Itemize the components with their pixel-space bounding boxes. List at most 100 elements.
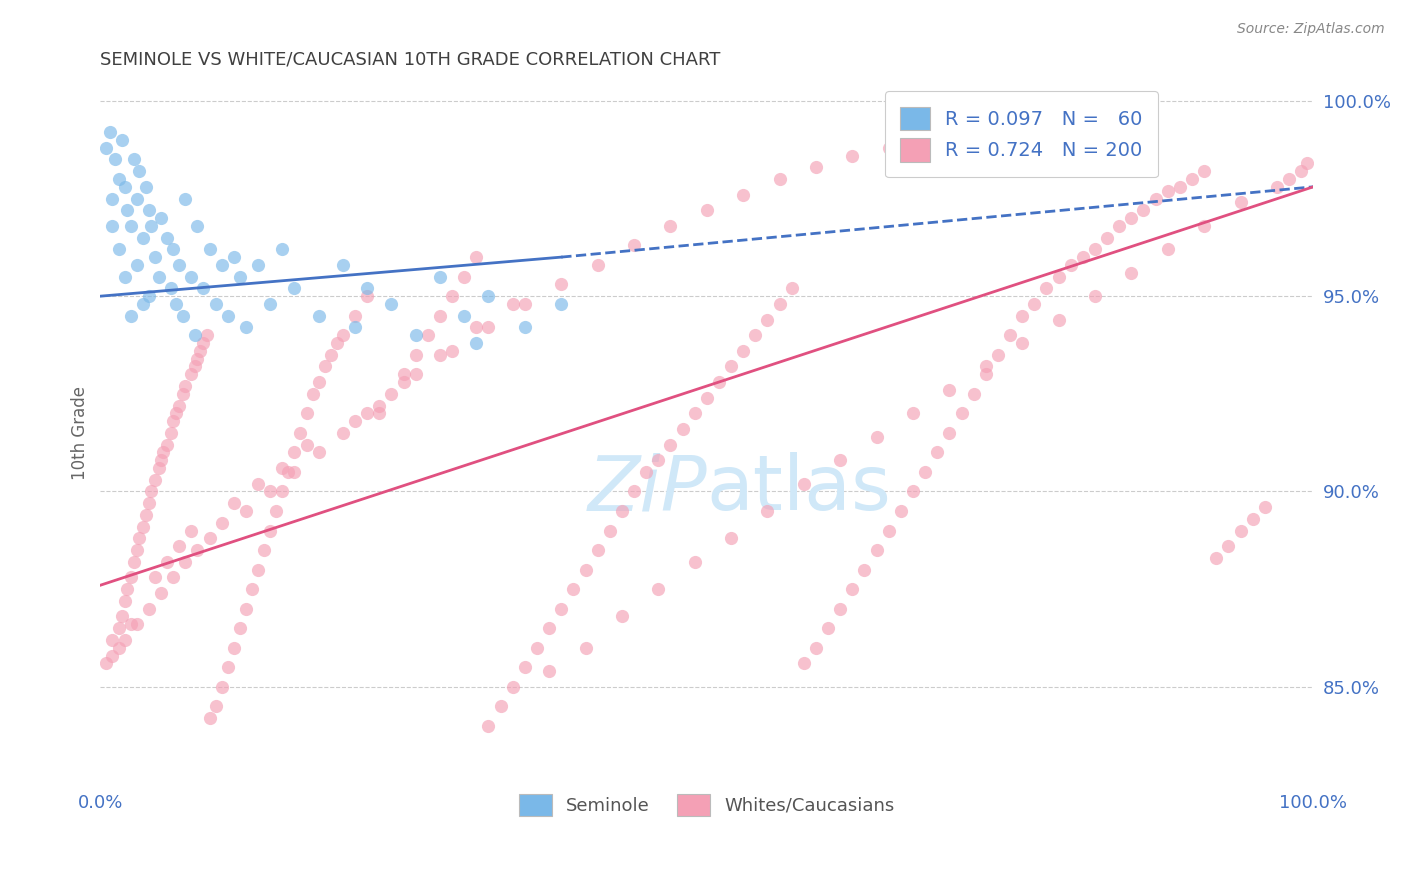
Point — [172, 309, 194, 323]
Point — [114, 632, 136, 647]
Point — [1121, 266, 1143, 280]
Point — [186, 351, 208, 366]
Point — [101, 192, 124, 206]
Point — [927, 445, 949, 459]
Point — [683, 555, 706, 569]
Point — [405, 368, 427, 382]
Point — [235, 320, 257, 334]
Point — [101, 219, 124, 233]
Point — [599, 524, 621, 538]
Point — [344, 320, 367, 334]
Point — [465, 336, 488, 351]
Point — [1108, 219, 1130, 233]
Point — [125, 543, 148, 558]
Point — [1168, 179, 1191, 194]
Point — [148, 269, 170, 284]
Point — [865, 543, 887, 558]
Point — [513, 320, 536, 334]
Point — [901, 484, 924, 499]
Point — [156, 555, 179, 569]
Point — [453, 309, 475, 323]
Point — [987, 348, 1010, 362]
Point — [135, 179, 157, 194]
Point — [195, 328, 218, 343]
Point — [247, 563, 270, 577]
Point — [623, 238, 645, 252]
Point — [184, 359, 207, 374]
Point — [368, 399, 391, 413]
Point — [326, 336, 349, 351]
Point — [141, 484, 163, 499]
Point — [132, 230, 155, 244]
Point — [938, 383, 960, 397]
Point — [314, 359, 336, 374]
Point — [477, 320, 499, 334]
Point — [290, 425, 312, 440]
Point — [295, 406, 318, 420]
Point — [890, 504, 912, 518]
Point — [586, 543, 609, 558]
Point — [974, 359, 997, 374]
Point — [502, 297, 524, 311]
Point — [465, 250, 488, 264]
Point — [793, 476, 815, 491]
Point — [441, 289, 464, 303]
Point — [1121, 211, 1143, 225]
Point — [344, 414, 367, 428]
Point — [162, 242, 184, 256]
Point — [125, 258, 148, 272]
Point — [174, 379, 197, 393]
Point — [610, 609, 633, 624]
Point — [114, 269, 136, 284]
Point — [356, 289, 378, 303]
Point — [1241, 512, 1264, 526]
Point — [174, 555, 197, 569]
Point — [853, 563, 876, 577]
Point — [156, 437, 179, 451]
Point — [574, 640, 596, 655]
Point — [877, 141, 900, 155]
Legend: Seminole, Whites/Caucasians: Seminole, Whites/Caucasians — [510, 785, 903, 824]
Point — [184, 328, 207, 343]
Point — [865, 430, 887, 444]
Point — [1060, 258, 1083, 272]
Point — [804, 161, 827, 175]
Point — [159, 281, 181, 295]
Text: Source: ZipAtlas.com: Source: ZipAtlas.com — [1237, 22, 1385, 37]
Point — [477, 719, 499, 733]
Point — [211, 258, 233, 272]
Point — [167, 258, 190, 272]
Point — [114, 179, 136, 194]
Point — [744, 328, 766, 343]
Point — [235, 504, 257, 518]
Point — [271, 242, 294, 256]
Point — [332, 425, 354, 440]
Point — [167, 399, 190, 413]
Point — [1035, 281, 1057, 295]
Point — [332, 258, 354, 272]
Point — [647, 453, 669, 467]
Point — [156, 230, 179, 244]
Point — [98, 125, 121, 139]
Point — [950, 406, 973, 420]
Point — [319, 348, 342, 362]
Point — [193, 336, 215, 351]
Point — [429, 269, 451, 284]
Point — [162, 570, 184, 584]
Point — [1296, 156, 1319, 170]
Point — [211, 680, 233, 694]
Point — [1071, 250, 1094, 264]
Text: SEMINOLE VS WHITE/CAUCASIAN 10TH GRADE CORRELATION CHART: SEMINOLE VS WHITE/CAUCASIAN 10TH GRADE C… — [100, 51, 721, 69]
Text: atlas: atlas — [707, 452, 891, 526]
Point — [356, 406, 378, 420]
Point — [204, 297, 226, 311]
Point — [659, 219, 682, 233]
Point — [128, 532, 150, 546]
Point — [1192, 219, 1215, 233]
Point — [204, 699, 226, 714]
Point — [1011, 309, 1033, 323]
Point — [610, 504, 633, 518]
Point — [696, 391, 718, 405]
Point — [271, 461, 294, 475]
Point — [101, 648, 124, 663]
